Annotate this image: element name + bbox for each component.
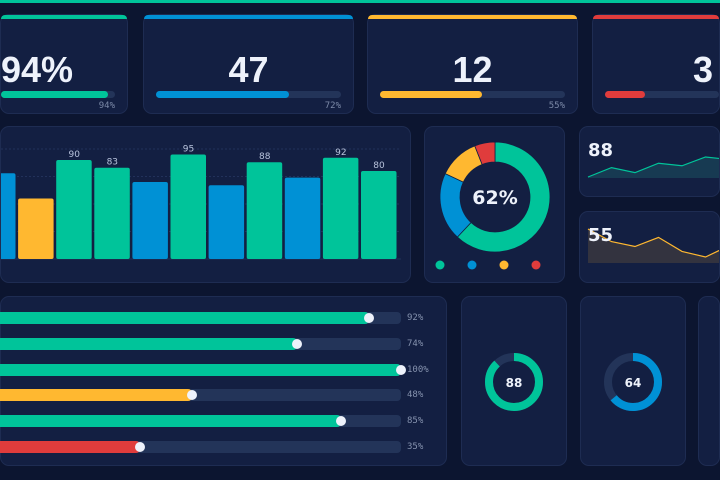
progress-fill <box>0 312 369 324</box>
progress-label: 100% <box>407 364 429 375</box>
sparkline-chart: 88 <box>587 140 719 178</box>
radial-gauge: 64 <box>604 353 662 411</box>
donut-center-label: 62% <box>472 187 517 209</box>
gauge-card-3 <box>698 296 720 466</box>
bar <box>94 167 130 259</box>
kpi-value: 47 <box>228 49 269 90</box>
legend-dot <box>467 260 477 270</box>
donut-segment <box>474 141 496 165</box>
kpi-progress-fill <box>1 91 109 98</box>
sparkline-area <box>588 229 719 263</box>
kpi-accent <box>144 15 353 19</box>
progress-handle[interactable] <box>363 313 374 323</box>
sparkline-card-2: 55 <box>579 211 720 283</box>
sparkline-line <box>587 156 719 178</box>
donut-chart-card: 62% <box>424 126 565 283</box>
bar-value-label: 95 <box>183 145 194 155</box>
kpi-value: 12 <box>452 49 493 90</box>
progress-track <box>0 415 401 428</box>
bar <box>246 162 283 259</box>
bar-chart: 90 83 95 88 92 80 <box>1 145 401 260</box>
bar <box>1 173 16 259</box>
top-accent-strip <box>0 0 720 3</box>
bar <box>322 157 359 259</box>
kpi-progress-bar <box>605 91 719 98</box>
kpi-accent <box>368 15 577 19</box>
kpi-percent-label: 55% <box>548 101 565 111</box>
bar-value-label: 88 <box>259 152 271 162</box>
progress-track <box>0 337 401 350</box>
legend-dot <box>499 260 509 270</box>
kpi-percent-label: 72% <box>324 101 341 111</box>
kpi-percent-label: 94% <box>98 101 115 111</box>
progress-fill <box>0 415 341 428</box>
bar <box>18 198 54 259</box>
bar <box>284 177 321 259</box>
donut-segment <box>456 141 551 253</box>
bar <box>56 160 92 259</box>
progress-label: 48% <box>407 390 424 401</box>
bar <box>208 185 245 259</box>
progress-fill <box>0 389 193 402</box>
legend-dot <box>435 260 445 270</box>
donut-chart: 62% <box>435 141 551 270</box>
sparkline-card-1: 88 <box>579 126 720 197</box>
bar-chart-card: 90 83 95 88 92 80 <box>0 126 411 283</box>
progress-label: 85% <box>407 416 424 427</box>
gauge-fill <box>485 353 543 411</box>
bar-value-label: 80 <box>373 161 385 171</box>
progress-handle[interactable] <box>335 416 346 427</box>
progress-fill <box>0 441 141 453</box>
kpi-card: 12 55% <box>367 14 578 114</box>
gauge-fill <box>604 353 662 411</box>
progress-label: 92% <box>407 313 424 323</box>
progress-track <box>0 441 401 453</box>
progress-handle[interactable] <box>396 364 406 375</box>
kpi-accent <box>1 15 127 19</box>
legend-dot <box>531 260 541 270</box>
donut-segment <box>439 173 472 238</box>
kpi-progress-fill <box>605 91 645 98</box>
kpi-value: 94% <box>1 49 74 90</box>
progress-track <box>0 363 401 376</box>
sparkline-value: 55 <box>588 225 613 246</box>
sparkline-area <box>588 157 719 178</box>
progress-fill <box>0 363 401 376</box>
gauge-card: 64 <box>580 296 686 466</box>
bar <box>361 171 397 259</box>
gauge-card: 88 <box>461 296 567 466</box>
bar-value-label: 90 <box>68 150 80 160</box>
kpi-progress-fill <box>380 91 482 98</box>
kpi-progress-bar <box>1 91 115 98</box>
progress-track <box>0 389 401 402</box>
progress-track <box>0 312 401 324</box>
bar-value-label: 92 <box>335 148 346 158</box>
progress-handle[interactable] <box>187 390 198 401</box>
progress-list-card: 92% 74% 100% 48% 85% 35% <box>0 296 447 466</box>
kpi-card: 47 72% <box>143 14 354 114</box>
kpi-progress-fill <box>156 91 290 98</box>
kpi-card: 94% 94% <box>0 14 128 114</box>
bar-value-label: 83 <box>107 158 118 168</box>
gauge-value: 88 <box>506 376 523 390</box>
kpi-card: 3 <box>592 14 720 114</box>
kpi-value: 3 <box>692 49 713 90</box>
progress-handle[interactable] <box>135 442 146 452</box>
bar <box>170 154 206 259</box>
bar <box>132 182 168 259</box>
sparkline-chart: 55 <box>587 225 719 263</box>
sparkline-value: 88 <box>588 140 613 161</box>
gauge-value: 64 <box>625 376 642 390</box>
kpi-accent <box>593 15 719 19</box>
radial-gauge: 88 <box>485 353 543 411</box>
progress-label: 74% <box>407 338 424 349</box>
sparkline-line <box>587 228 719 258</box>
kpi-progress-bar <box>380 91 565 98</box>
progress-label: 35% <box>407 442 424 452</box>
kpi-progress-bar <box>156 91 341 98</box>
progress-fill <box>0 337 297 350</box>
progress-handle[interactable] <box>291 338 302 349</box>
